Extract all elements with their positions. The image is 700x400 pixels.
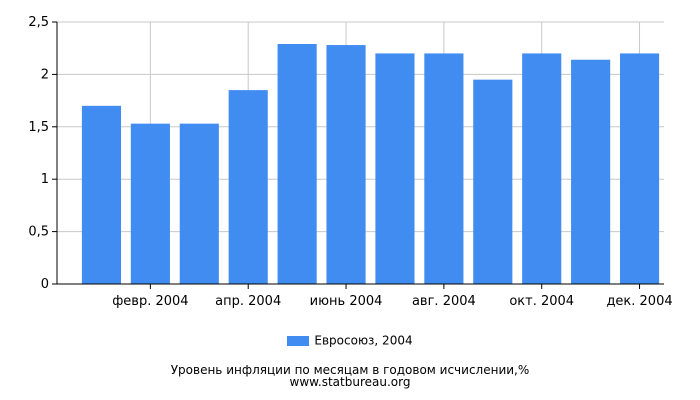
y-tick-label: 2,5: [28, 15, 49, 30]
bar: [81, 105, 122, 284]
legend-label: Евросоюз, 2004: [314, 333, 413, 348]
legend-swatch: [287, 335, 310, 346]
legend: Евросоюз, 2004: [0, 333, 700, 348]
y-tick-label: 0,5: [28, 225, 49, 240]
bar: [228, 90, 268, 285]
bar: [473, 79, 513, 284]
x-tick-label: апр. 2004: [215, 294, 281, 309]
inflation-bar-chart: 0 0,5 1 1,5 2 2,5 февр. 2004 апр. 2004 июнь 2004…: [28, 15, 672, 309]
bar: [179, 123, 219, 284]
axes: [52, 21, 664, 289]
y-tick-label: 2: [41, 67, 49, 82]
chart-title: Уровень инфляции по месяцам в годовом ис…: [170, 363, 530, 377]
x-tick-label: окт. 2004: [509, 294, 574, 309]
x-tick-label: дек. 2004: [606, 294, 672, 309]
x-tick-label: июнь 2004: [310, 294, 383, 309]
bar: [130, 123, 170, 284]
bar: [424, 53, 464, 284]
x-tick-label: авг. 2004: [412, 294, 476, 309]
bar: [619, 53, 660, 284]
bar: [375, 53, 415, 284]
bar: [522, 53, 562, 284]
tick-labels: 0 0,5 1 1,5 2 2,5 февр. 2004 апр. 2004 июнь 2004…: [28, 15, 672, 309]
y-tick-label: 0: [41, 277, 49, 292]
x-tick-label: февр. 2004: [112, 294, 188, 309]
y-tick-label: 1: [41, 172, 49, 187]
bar: [326, 45, 366, 284]
bar: [571, 59, 611, 285]
y-tick-label: 1,5: [28, 120, 49, 135]
source-url: www.statbureau.org: [289, 375, 411, 389]
bar: [277, 44, 317, 285]
bars: [81, 44, 660, 285]
